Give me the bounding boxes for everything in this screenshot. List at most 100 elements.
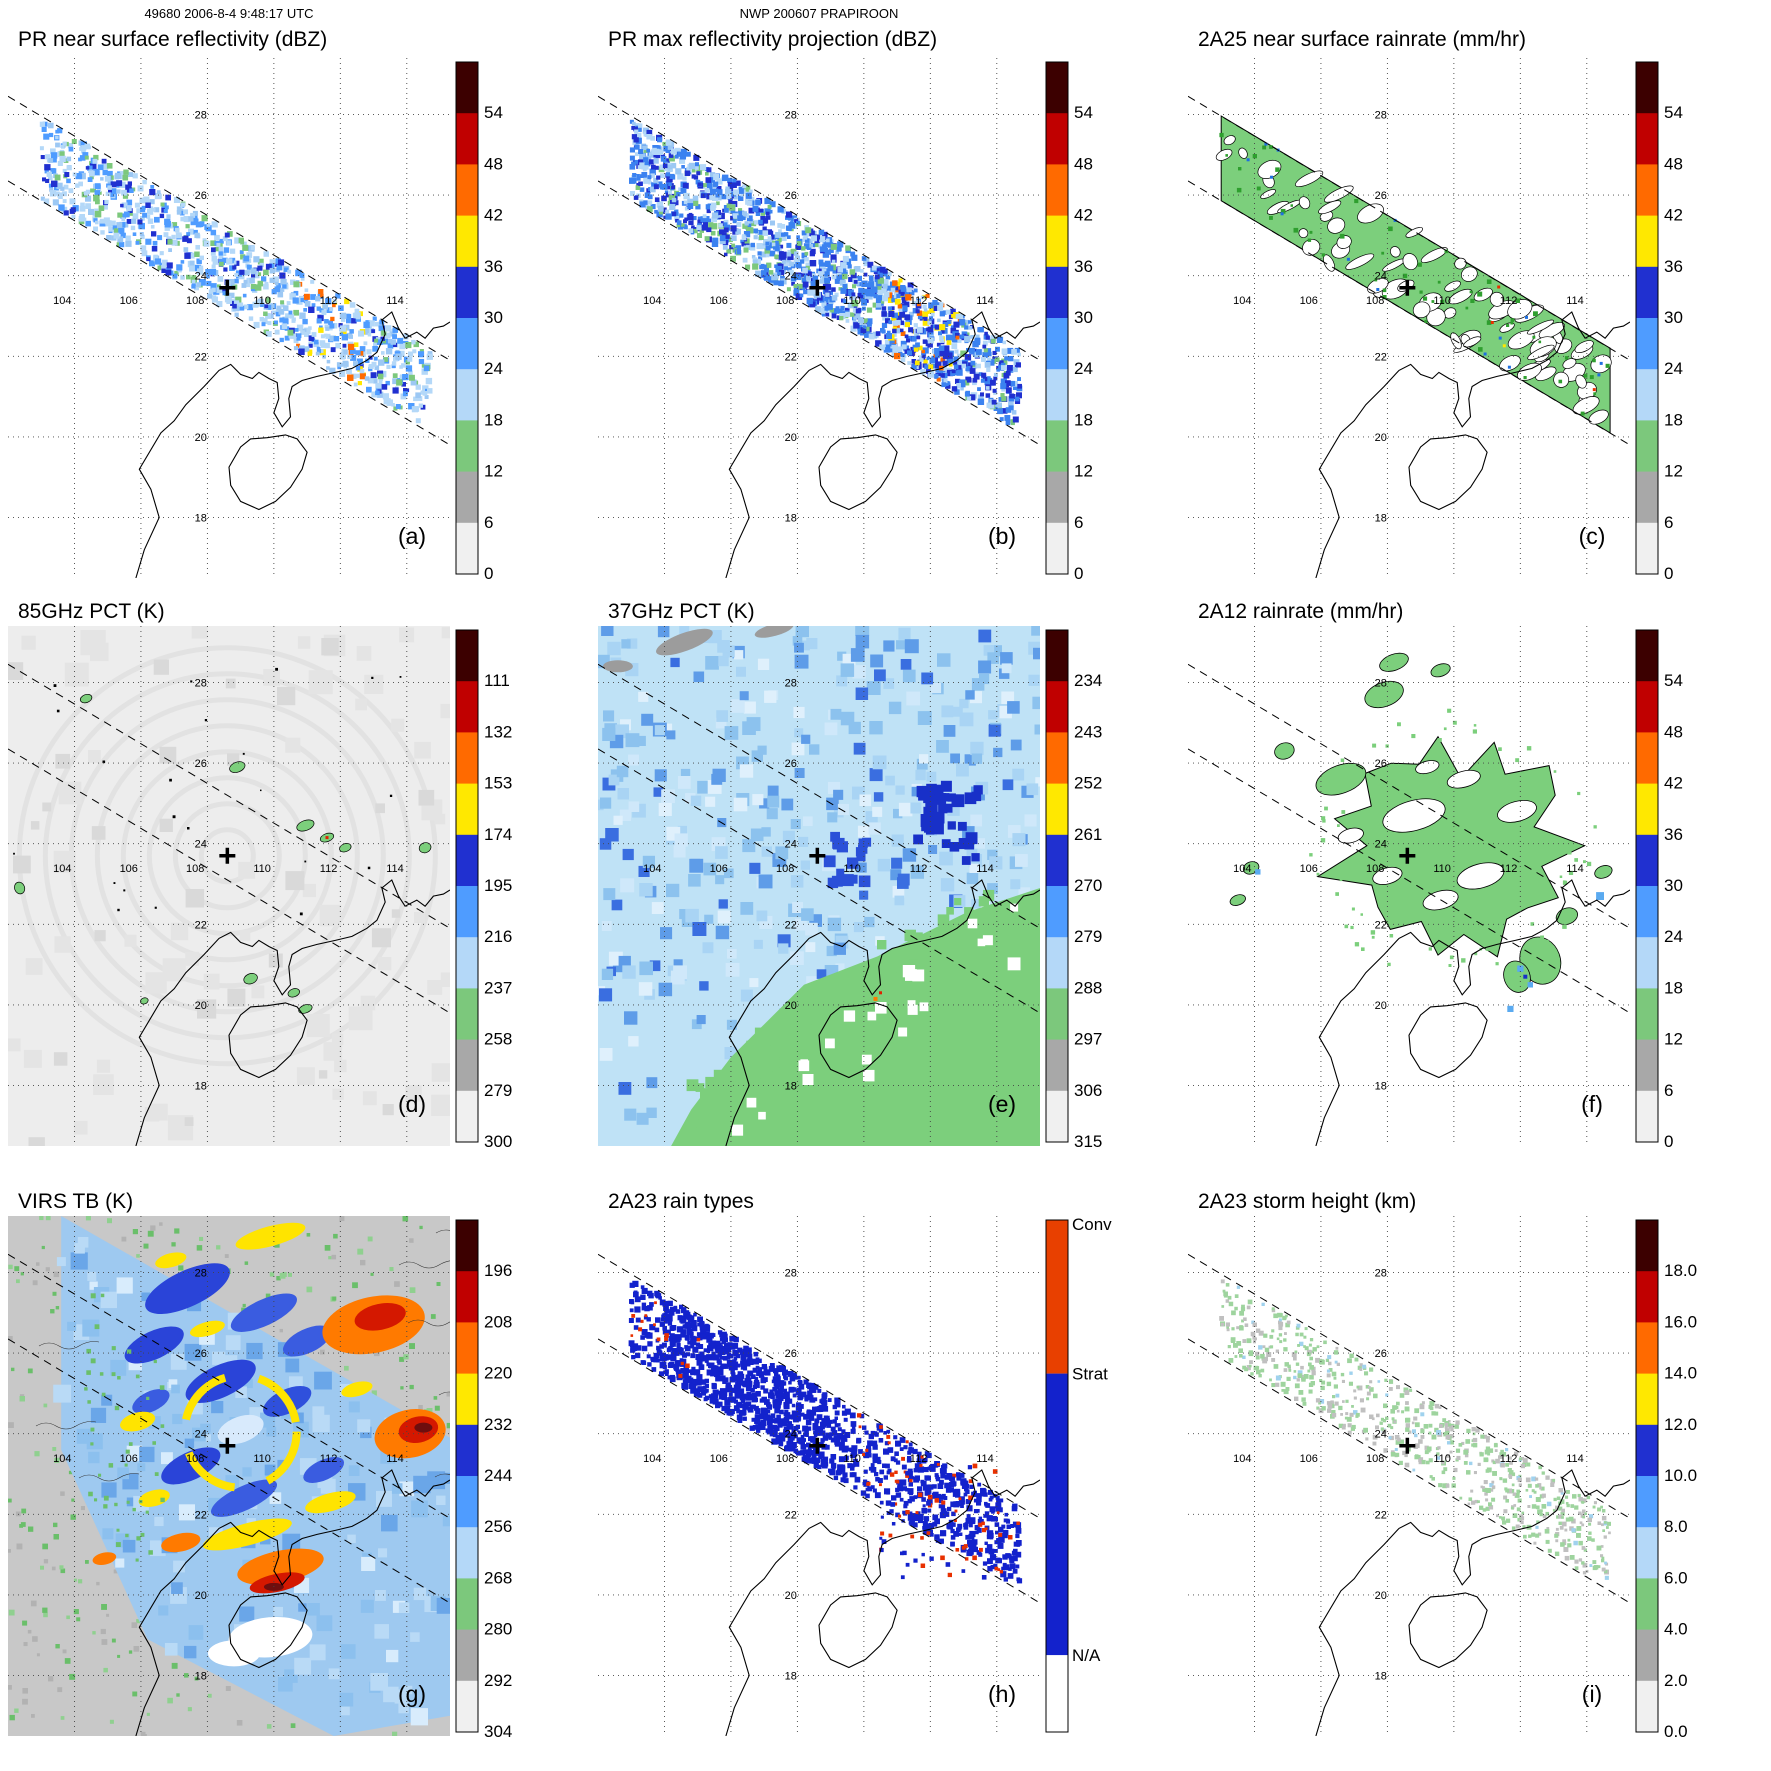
colorbar-tick-label: 54 <box>1664 103 1683 122</box>
lat-tick-label: 24 <box>785 271 797 283</box>
lat-tick-label: 28 <box>1375 109 1387 121</box>
lat-tick-label: 26 <box>1375 758 1387 770</box>
grid-lines <box>598 58 1040 578</box>
colorbar-tick-label: 288 <box>1074 978 1102 997</box>
lon-tick-label: 114 <box>386 295 404 307</box>
colorbar-tick-label: 306 <box>1074 1081 1102 1100</box>
grid-lines <box>8 626 450 1146</box>
storm-center-marker <box>809 279 826 296</box>
colorbar-tick-label: 244 <box>484 1466 512 1485</box>
colorbar-tick-label: 0 <box>1664 564 1673 583</box>
lon-tick-label: 104 <box>643 863 661 875</box>
colorbar-tick-label: 4.0 <box>1664 1620 1688 1639</box>
map-f: 104 106 108 110 112 114 28 26 24 22 20 18 (f) <box>1188 626 1630 1146</box>
lon-tick-label: 114 <box>1566 1453 1584 1465</box>
colorbar-tick-label: 24 <box>484 359 503 378</box>
lat-tick-label: 20 <box>785 1590 797 1602</box>
lat-tick-label: 28 <box>785 109 797 121</box>
lat-tick-label: 20 <box>1375 1590 1387 1602</box>
data-layer <box>1229 652 1613 1012</box>
coastline <box>725 879 1040 1146</box>
lon-tick-label: 112 <box>320 1453 338 1465</box>
colorbar-tick-label: 12 <box>484 462 503 481</box>
lat-tick-label: 26 <box>785 190 797 202</box>
data-layer <box>629 119 1023 426</box>
lat-tick-label: 24 <box>1375 271 1387 283</box>
lat-tick-label: 28 <box>785 1267 797 1279</box>
map-c: 104 106 108 110 112 114 28 26 24 22 20 18 (c) <box>1188 58 1630 578</box>
lon-tick-label: 112 <box>1500 1453 1518 1465</box>
lon-tick-label: 112 <box>910 1453 928 1465</box>
lat-tick-label: 26 <box>195 190 207 202</box>
lat-tick-label: 28 <box>785 677 797 689</box>
storm-center-marker <box>809 1437 826 1454</box>
colorbar-tick-label: 252 <box>1074 774 1102 793</box>
lat-tick-label: 24 <box>785 1429 797 1441</box>
colorbar-tick-label: 6.0 <box>1664 1568 1688 1587</box>
colorbar-tick-label: 12 <box>1664 462 1683 481</box>
lat-tick-label: 26 <box>1375 1348 1387 1360</box>
colorbar-tick-label: 0 <box>1074 564 1083 583</box>
colorbar-tick-label: 18.0 <box>1664 1261 1697 1280</box>
map-g: 104 106 108 110 112 114 28 26 24 22 20 18 (g) <box>8 1216 450 1736</box>
lon-tick-label: 106 <box>710 1453 728 1465</box>
lon-tick-label: 104 <box>643 1453 661 1465</box>
lat-tick-label: 22 <box>1375 919 1387 931</box>
colorbar-tick-label: 279 <box>484 1081 512 1100</box>
lon-tick-label: 104 <box>643 295 661 307</box>
grid-lines <box>1188 58 1630 578</box>
colorbar-tick-label: 256 <box>484 1517 512 1536</box>
lon-tick-label: 106 <box>1300 863 1318 875</box>
colorbar-tick-label: 24 <box>1074 359 1093 378</box>
colorbar-tick-label: 6 <box>1664 1081 1673 1100</box>
lat-tick-label: 22 <box>785 919 797 931</box>
colorbar-category-label: Strat <box>1072 1365 1108 1384</box>
colorbar-tick-label: 300 <box>484 1132 512 1151</box>
panel-letter: (h) <box>988 1681 1016 1707</box>
colorbar-tick-label: 111 <box>484 671 510 690</box>
lat-tick-label: 18 <box>1375 1081 1387 1093</box>
storm-center-marker <box>809 847 826 864</box>
lon-tick-label: 110 <box>253 295 271 307</box>
colorbar-tick-label: 24 <box>1664 927 1683 946</box>
lat-tick-label: 24 <box>195 1429 207 1441</box>
colorbar-tick-label: 174 <box>484 825 512 844</box>
panel-c: 2A25 near surface rainrate (mm/hr) 104 106… <box>1180 0 1770 590</box>
lat-tick-label: 22 <box>785 351 797 363</box>
lon-tick-label: 110 <box>1433 1453 1451 1465</box>
colorbar-tick-label: 18 <box>1074 410 1093 429</box>
lon-tick-label: 108 <box>186 1453 204 1465</box>
lon-tick-label: 106 <box>120 863 138 875</box>
map-e: 104 106 108 110 112 114 28 26 24 22 20 18 (e) <box>598 626 1040 1146</box>
data-layer <box>39 121 433 424</box>
coastline <box>135 311 450 578</box>
lat-tick-label: 20 <box>1375 1000 1387 1012</box>
colorbar-tick-label: 268 <box>484 1568 512 1587</box>
colorbar-tick-label: 153 <box>484 774 512 793</box>
lon-tick-label: 108 <box>1366 295 1384 307</box>
panel-d: 85GHz PCT (K) 104 106 108 110 112 114 28 26 24 22 2… <box>0 590 590 1180</box>
lat-tick-label: 18 <box>785 1671 797 1683</box>
lon-tick-label: 106 <box>1300 295 1318 307</box>
storm-header: NWP 200607 PRAPIROON <box>739 6 899 21</box>
colorbar-tick-label: 6 <box>1664 513 1673 532</box>
lon-tick-label: 114 <box>976 1453 994 1465</box>
lon-tick-label: 108 <box>1366 863 1384 875</box>
coastline <box>1315 311 1630 578</box>
storm-center-marker <box>1399 1437 1416 1454</box>
colorbar-tick-label: 234 <box>1074 671 1102 690</box>
colorbar-category-label: Conv <box>1072 1216 1112 1234</box>
panel-title: PR near surface reflectivity (dBZ) <box>18 28 328 51</box>
colorbar-f: 54 48 42 36 30 24 18 12 6 0 <box>1635 629 1683 1151</box>
lon-tick-label: 106 <box>1300 1453 1318 1465</box>
colorbar-tick-label: 36 <box>1664 825 1683 844</box>
lon-tick-label: 104 <box>53 1453 71 1465</box>
lat-tick-label: 20 <box>785 1000 797 1012</box>
data-layer <box>8 1216 450 1736</box>
colorbar-tick-label: 280 <box>484 1620 512 1639</box>
lon-tick-label: 104 <box>1233 295 1251 307</box>
colorbar-tick-label: 48 <box>1664 154 1683 173</box>
colorbar-c: 54 48 42 36 30 24 18 12 6 0 <box>1635 61 1683 583</box>
lat-tick-label: 22 <box>785 1509 797 1521</box>
colorbar-d: 111 132 153 174 195 216 237 258 279 300 <box>455 629 512 1151</box>
